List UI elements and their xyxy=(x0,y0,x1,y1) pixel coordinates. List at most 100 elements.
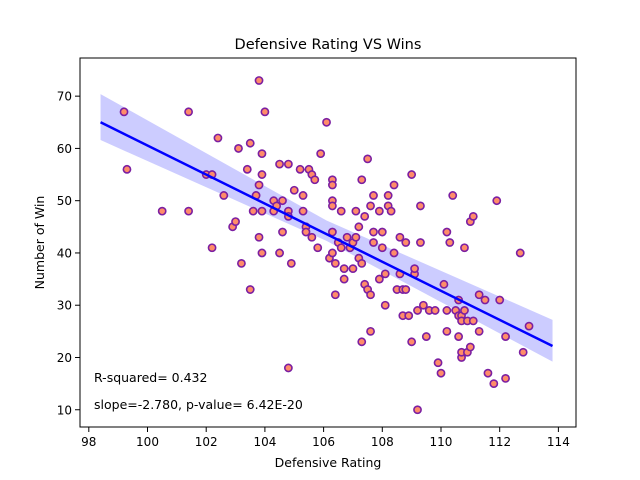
data-point xyxy=(410,264,419,274)
data-point xyxy=(257,170,267,179)
data-point xyxy=(492,196,502,206)
data-point xyxy=(489,379,499,389)
data-point xyxy=(289,185,299,195)
y-tick-label: 40 xyxy=(57,246,72,260)
data-point xyxy=(465,342,475,352)
data-point xyxy=(454,332,464,341)
data-point xyxy=(275,159,284,169)
data-point xyxy=(219,191,229,200)
confidence-band xyxy=(100,94,553,362)
data-point xyxy=(374,206,384,216)
data-point xyxy=(366,201,375,211)
data-point xyxy=(278,196,287,206)
data-point xyxy=(122,164,132,174)
data-point xyxy=(283,363,293,373)
data-point xyxy=(184,107,193,117)
data-point xyxy=(328,180,337,190)
data-point xyxy=(316,149,326,159)
plot-area xyxy=(99,76,554,415)
data-point xyxy=(248,206,258,216)
slope-pvalue-annotation: slope=-2.780, p-value= 6.42E-20 xyxy=(94,397,303,412)
data-point xyxy=(474,290,484,300)
data-point xyxy=(275,248,284,258)
data-point xyxy=(257,248,267,258)
data-point xyxy=(336,206,346,216)
data-point xyxy=(389,180,399,190)
data-point xyxy=(354,222,364,232)
data-point xyxy=(257,206,267,216)
data-point xyxy=(257,149,267,159)
data-point xyxy=(395,232,405,242)
data-point xyxy=(260,107,270,117)
data-point xyxy=(377,227,387,237)
data-point xyxy=(283,159,293,169)
data-point xyxy=(501,373,510,383)
data-point xyxy=(336,243,346,253)
data-point xyxy=(524,321,534,331)
x-tick-label: 102 xyxy=(195,435,218,449)
data-point xyxy=(413,306,422,315)
data-point xyxy=(380,300,390,310)
data-point xyxy=(474,326,484,336)
data-point xyxy=(342,232,352,242)
data-point xyxy=(480,295,490,305)
data-point xyxy=(386,206,396,216)
data-point xyxy=(433,358,443,368)
data-point xyxy=(442,326,452,336)
data-point xyxy=(439,279,449,289)
data-point xyxy=(157,206,167,216)
data-point xyxy=(407,337,417,347)
x-tick-label: 114 xyxy=(547,435,570,449)
x-tick-label: 112 xyxy=(488,435,511,449)
y-tick-label: 70 xyxy=(57,90,72,104)
data-point xyxy=(231,217,240,226)
data-point xyxy=(298,191,308,200)
data-point xyxy=(445,238,455,247)
data-point xyxy=(234,144,243,153)
data-point xyxy=(369,227,378,237)
data-point xyxy=(501,332,510,341)
data-point xyxy=(404,311,414,321)
r-squared-annotation: R-squared= 0.432 xyxy=(94,370,207,385)
data-point xyxy=(468,316,478,326)
data-point xyxy=(322,117,331,127)
y-tick-label: 50 xyxy=(57,194,72,208)
data-point xyxy=(254,180,264,190)
data-point xyxy=(495,295,505,305)
data-point xyxy=(339,274,349,284)
data-point xyxy=(366,290,375,300)
axis-ticks: 98 100 102 104 106 108 110 112 114 10 20 30 40 50 60 70 xyxy=(57,90,570,449)
data-point xyxy=(401,285,411,294)
data-point xyxy=(207,243,217,253)
y-tick-label: 60 xyxy=(57,142,72,156)
data-point xyxy=(286,259,296,268)
data-point xyxy=(407,170,417,179)
data-point xyxy=(357,259,367,268)
data-point xyxy=(460,306,469,315)
data-point xyxy=(119,107,129,117)
plot-frame xyxy=(79,57,577,428)
data-point xyxy=(242,164,252,174)
data-point xyxy=(313,243,323,253)
data-point xyxy=(442,227,452,237)
data-point xyxy=(483,368,493,378)
y-tick-label: 10 xyxy=(57,403,72,417)
data-point xyxy=(468,211,478,221)
data-point xyxy=(421,332,431,341)
data-point xyxy=(184,206,193,216)
data-point xyxy=(363,154,373,164)
data-point xyxy=(330,259,340,268)
data-point xyxy=(328,248,337,258)
data-point xyxy=(413,405,422,415)
data-point xyxy=(301,227,311,237)
data-point xyxy=(254,232,264,242)
data-point xyxy=(254,76,264,85)
data-point xyxy=(348,264,358,274)
x-tick-label: 98 xyxy=(81,435,96,449)
x-axis-label: Defensive Rating xyxy=(275,455,382,470)
data-point xyxy=(369,191,378,200)
data-point xyxy=(351,232,361,242)
data-point xyxy=(295,164,305,174)
x-tick-label: 106 xyxy=(312,435,335,449)
